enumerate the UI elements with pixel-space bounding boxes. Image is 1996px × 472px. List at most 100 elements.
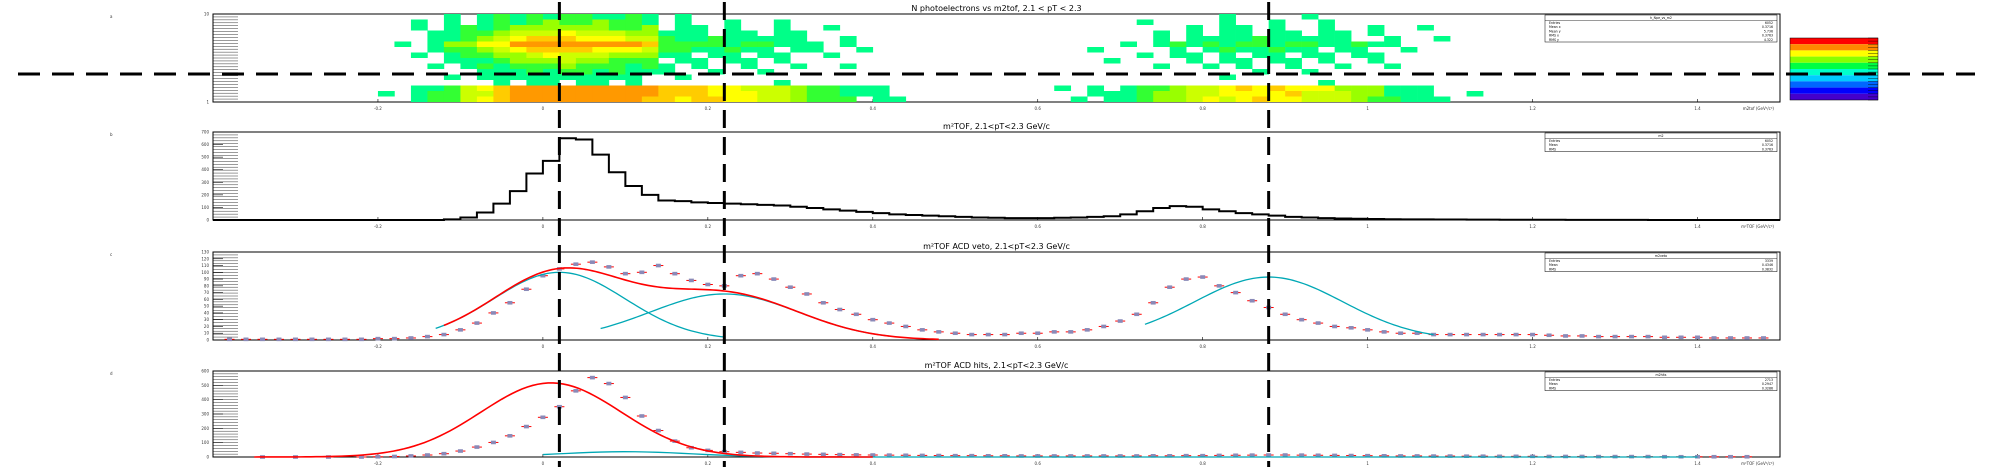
heatmap-cell [790, 47, 808, 53]
heatmap-cell [1153, 85, 1170, 91]
heatmap-cell [1268, 19, 1286, 25]
data-point [1527, 454, 1538, 459]
data-point [389, 454, 400, 459]
heatmap-cell [658, 52, 676, 58]
heatmap-cell [1169, 52, 1187, 58]
heatmap-cell [641, 85, 659, 91]
data-point [1742, 336, 1753, 340]
heatmap-cell [823, 85, 841, 91]
heatmap-cell [625, 69, 643, 75]
marker [1662, 335, 1668, 340]
x-tick-label: 1.2 [1529, 344, 1536, 349]
heatmap-cell [526, 85, 544, 91]
heatmap-cell [1186, 25, 1203, 31]
heatmap-cell [1136, 96, 1154, 102]
marker [1018, 331, 1024, 336]
heatmap-cell [625, 14, 643, 20]
data-point [1461, 332, 1472, 337]
heatmap-cell [1202, 36, 1220, 42]
heatmap-cell [1367, 25, 1385, 31]
heatmap-cell [1219, 58, 1236, 64]
data-point [1659, 335, 1670, 340]
marker [1398, 454, 1404, 458]
data-point [983, 332, 994, 337]
heatmap-cell [1219, 91, 1236, 97]
heatmap-cell [1120, 85, 1138, 91]
heatmap-cell [674, 96, 692, 102]
heatmap-cell [1268, 58, 1286, 64]
data-point [1032, 454, 1043, 458]
heatmap-cell [592, 14, 610, 20]
marker [1183, 453, 1189, 458]
marker [1315, 321, 1321, 325]
heatmap-cell [1219, 47, 1236, 53]
heatmap-cell [1268, 36, 1286, 42]
data-point [735, 450, 746, 455]
heatmap-cell [790, 30, 808, 36]
heatmap-cell [592, 41, 610, 47]
heatmap-cell [526, 96, 544, 102]
data-point [273, 337, 284, 342]
heatmap-cell [1169, 91, 1187, 97]
heatmap-cell [542, 47, 560, 53]
heatmap-cell [575, 85, 593, 91]
chart-title: m²TOF ACD hits, 2.1<pT<2.3 GeV/c [925, 361, 1069, 370]
heatmap-cell [1186, 58, 1203, 64]
data-point [471, 445, 482, 449]
heatmap-cell [658, 69, 676, 75]
marker [1513, 332, 1519, 337]
heatmap-cell [773, 25, 791, 31]
heatmap-cell [559, 96, 577, 102]
x-tick-label: 0.6 [1035, 461, 1042, 466]
data-point [917, 453, 928, 458]
marker [886, 453, 892, 457]
heatmap-cell [460, 85, 478, 91]
y-tick-label: 90 [204, 277, 210, 282]
heatmap-cell [608, 58, 626, 64]
data-point [1065, 454, 1076, 458]
heatmap-cell [707, 85, 725, 91]
heatmap-cell [410, 96, 428, 102]
x-tick-label: 1.2 [1529, 461, 1536, 466]
stats-label: RMS x [1549, 34, 1559, 38]
y-tick-label: 110 [201, 263, 209, 268]
heatmap-cell [443, 52, 461, 58]
heatmap-cell [509, 14, 527, 20]
heatmap-cell [674, 74, 692, 80]
marker [1183, 277, 1189, 281]
heatmap-cell [674, 30, 692, 36]
x-tick-label: 1.2 [1529, 106, 1536, 111]
data-point [1445, 332, 1456, 337]
data-point [1379, 454, 1390, 458]
x-tick-label: 0.2 [705, 344, 712, 349]
heatmap-cell [625, 91, 643, 97]
heatmap-cell [1186, 41, 1203, 47]
heatmap-cell [559, 69, 577, 75]
heatmap-cell [526, 36, 544, 42]
marker [1744, 336, 1750, 340]
marker [1678, 335, 1684, 340]
palette-swatch [1790, 81, 1878, 88]
heatmap-cell [493, 91, 511, 97]
marker [622, 271, 628, 276]
x-axis-label: m2tof (GeV²/c⁴) [1743, 106, 1775, 111]
heatmap-cell [691, 63, 709, 69]
heatmap-cell [476, 74, 494, 80]
heatmap-cell [1268, 47, 1286, 53]
heatmap-cell [757, 96, 775, 102]
heatmap-cell [526, 30, 544, 36]
stats-label: Mean [1549, 382, 1558, 386]
marker [1348, 326, 1354, 330]
heatmap-cell [509, 36, 527, 42]
heatmap-cell [625, 63, 643, 69]
heatmap-cell [575, 96, 593, 102]
heatmap-cell [509, 91, 527, 97]
heatmap-cell [575, 52, 593, 58]
marker [457, 328, 463, 332]
heatmap-cell [1285, 96, 1302, 102]
heatmap-cell [1153, 91, 1170, 97]
heatmap-cell [773, 41, 791, 47]
marker [1002, 454, 1008, 458]
data-point [867, 453, 878, 457]
heatmap-cell [773, 85, 791, 91]
